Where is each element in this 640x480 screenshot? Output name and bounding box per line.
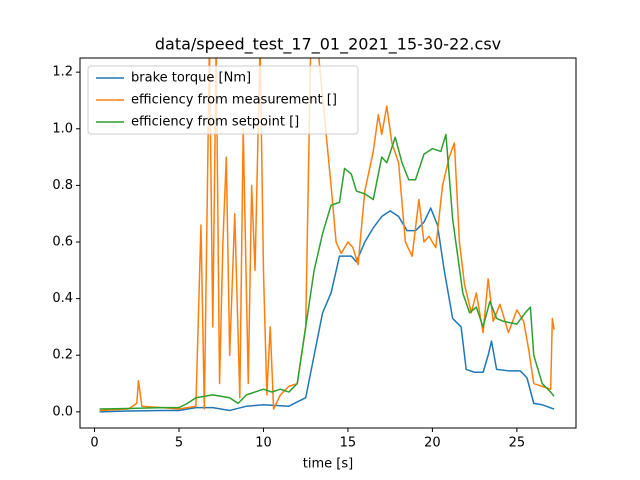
legend-label: efficiency from measurement [] [131, 93, 337, 108]
x-axis-label: time [s] [303, 457, 353, 472]
data-line [99, 133, 555, 410]
legend-label: efficiency from setpoint [] [131, 115, 299, 130]
x-tick-label: 20 [424, 436, 441, 451]
y-tick-label: 0.4 [52, 291, 73, 306]
x-tick-label: 15 [340, 436, 357, 451]
y-tick-label: 0.2 [52, 348, 73, 363]
y-tick-label: 0.6 [52, 235, 73, 250]
y-tick-label: 0.0 [52, 404, 73, 419]
y-tick-label: 1.0 [52, 121, 73, 136]
data-line [99, 207, 555, 413]
legend-label: brake torque [Nm] [131, 71, 251, 86]
y-tick-label: 0.8 [52, 178, 73, 193]
x-tick-label: 5 [175, 436, 183, 451]
y-tick-label: 1.2 [52, 65, 73, 80]
x-tick-label: 10 [255, 436, 272, 451]
legend-box [87, 65, 359, 135]
x-tick-label: 0 [90, 436, 98, 451]
chart-title: data/speed_test_17_01_2021_15-30-22.csv [155, 35, 501, 55]
x-tick-label: 25 [509, 436, 526, 451]
axes-frame [79, 57, 577, 429]
